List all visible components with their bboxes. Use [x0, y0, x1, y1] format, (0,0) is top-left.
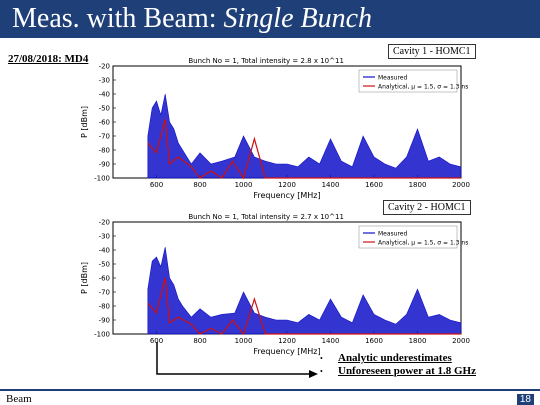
chart2-legend-box: [358, 225, 458, 249]
chart2-x-tick-label: 600: [150, 337, 163, 345]
chart1-series-analytical-line: [147, 119, 461, 180]
chart1-y-tick-label: -100: [94, 175, 110, 183]
chart2-y-axis-label: P [dBm]: [80, 262, 89, 294]
title-italic: Single Bunch: [223, 3, 373, 34]
chart1-y-tick-label: -30: [99, 77, 110, 85]
bullet-text: Unforeseen power at 1.8 GHz: [338, 365, 476, 377]
bullet-item: • Analytic underestimates: [320, 352, 452, 364]
annotation-arrow: [156, 342, 312, 375]
chart1-legend-label: Measured: [378, 75, 408, 82]
chart2-y-tick-label: -80: [99, 303, 110, 311]
chart2-series-measured-area: [147, 247, 462, 335]
chart1-legend-box: [358, 69, 458, 93]
footer-bar: [0, 389, 540, 405]
chart1-y-tick-label: -80: [99, 147, 110, 155]
chart2-y-tick-label: -50: [99, 261, 110, 269]
chart2-x-tick-label: 2000: [452, 337, 470, 345]
chart2-legend-label: Analytical, μ = 1.5, σ = 1.3 ns: [378, 240, 468, 247]
title-normal: Meas. with Beam:: [12, 3, 224, 34]
chart2-y-tick-label: -70: [99, 289, 110, 297]
chart1-series-measured-area: [147, 93, 462, 179]
chart1-chart-title: Bunch No = 1, Total intensity = 2.8 x 10…: [188, 57, 344, 65]
cavity-1-label: Cavity 1 - HOMC1: [388, 44, 476, 59]
chart2-x-axis-label: Frequency [MHz]: [253, 347, 320, 356]
chart2-chart-title: Bunch No = 1, Total intensity = 2.7 x 10…: [188, 213, 344, 221]
chart1-x-tick-label: 1600: [365, 181, 383, 189]
chart1-x-axis-label: Frequency [MHz]: [253, 191, 320, 200]
date-label: 27/08/2018: MD4: [8, 53, 89, 65]
chart1-y-tick-label: -70: [99, 133, 110, 141]
chart1-x-tick-label: 800: [193, 181, 206, 189]
chart1-x-tick-label: 1200: [278, 181, 296, 189]
chart2-x-tick-label: 1200: [278, 337, 296, 345]
chart1-y-tick-label: -50: [99, 105, 110, 113]
footer-label: Beam: [6, 393, 32, 405]
annotation-arrow-head: [309, 370, 318, 378]
chart2-series-analytical-line: [147, 277, 461, 336]
chart2-x-tick-label: 1600: [365, 337, 383, 345]
chart2-y-tick-label: -30: [99, 233, 110, 241]
chart1-y-axis-label: P [dBm]: [80, 106, 89, 138]
title-bar: Meas. with Beam: Single Bunch: [0, 0, 540, 38]
chart1-y-tick-label: -20: [99, 63, 110, 71]
chart2-y-tick-label: -40: [99, 247, 110, 255]
chart2-y-tick-label: -60: [99, 275, 110, 283]
chart2-y-tick-label: -100: [94, 331, 110, 339]
chart2-legend-label: Measured: [378, 231, 408, 238]
chart2-y-tick-label: -20: [99, 219, 110, 227]
chart1-x-tick-label: 1800: [409, 181, 427, 189]
chart1-y-tick-label: -90: [99, 161, 110, 169]
chart1-legend-label: Analytical, μ = 1.5, σ = 1.3 ns: [378, 84, 468, 91]
bullet-list: • Analytic underestimates • Unforeseen pow…: [320, 352, 476, 378]
bullet-item: • Unforeseen power at 1.8 GHz: [320, 365, 476, 377]
chart1-x-tick-label: 2000: [452, 181, 470, 189]
chart2-y-tick-label: -90: [99, 317, 110, 325]
chart1-y-tick-label: -40: [99, 91, 110, 99]
chart1-x-tick-label: 600: [150, 181, 163, 189]
chart2-x-tick-label: 1400: [322, 337, 340, 345]
chart2-x-tick-label: 1000: [235, 337, 253, 345]
chart1-x-tick-label: 1400: [322, 181, 340, 189]
cavity-2-label: Cavity 2 - HOMC1: [383, 200, 471, 215]
chart2-x-tick-label: 1800: [409, 337, 427, 345]
chart1-x-tick-label: 1000: [235, 181, 253, 189]
bullet-text: Analytic underestimates: [338, 352, 452, 364]
chart2-x-tick-label: 800: [193, 337, 206, 345]
chart1-y-tick-label: -60: [99, 119, 110, 127]
page-number: 18: [516, 394, 534, 405]
slide-title: Meas. with Beam: Single Bunch: [12, 3, 372, 35]
